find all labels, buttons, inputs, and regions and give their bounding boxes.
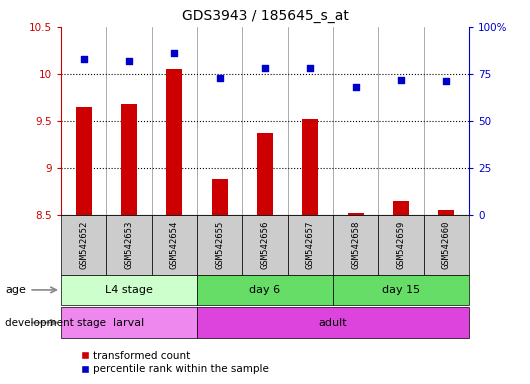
Point	[125, 58, 133, 64]
Point	[215, 74, 224, 81]
Bar	[152, 215, 197, 275]
Point	[306, 65, 315, 71]
Bar	[197, 215, 242, 275]
Bar	[166, 69, 182, 215]
Bar	[211, 179, 227, 215]
Text: larval: larval	[113, 318, 145, 328]
Bar	[76, 107, 92, 215]
Point	[80, 56, 88, 62]
Text: GSM542654: GSM542654	[170, 221, 179, 269]
Text: adult: adult	[319, 318, 347, 328]
Point	[351, 84, 360, 90]
Bar	[378, 215, 423, 275]
Bar	[333, 275, 469, 305]
Text: age: age	[5, 285, 26, 295]
Text: GSM542659: GSM542659	[396, 221, 405, 269]
Bar	[197, 275, 333, 305]
Bar	[107, 215, 152, 275]
Bar	[303, 119, 319, 215]
Bar	[197, 307, 469, 338]
Bar	[61, 215, 107, 275]
Bar	[423, 215, 469, 275]
Point	[170, 50, 179, 56]
Text: GSM542658: GSM542658	[351, 221, 360, 269]
Bar	[121, 104, 137, 215]
Text: GSM542652: GSM542652	[79, 221, 88, 269]
Point	[397, 76, 405, 83]
Bar	[333, 215, 378, 275]
Bar	[288, 215, 333, 275]
Text: GSM542653: GSM542653	[125, 221, 134, 269]
Bar	[393, 201, 409, 215]
Title: GDS3943 / 185645_s_at: GDS3943 / 185645_s_at	[182, 9, 348, 23]
Text: GSM542656: GSM542656	[261, 221, 269, 269]
Bar	[257, 133, 273, 215]
Text: GSM542655: GSM542655	[215, 221, 224, 269]
Legend: transformed count, percentile rank within the sample: transformed count, percentile rank withi…	[77, 347, 273, 378]
Text: day 6: day 6	[250, 285, 280, 295]
Bar	[438, 210, 454, 215]
Point	[261, 65, 269, 71]
Text: L4 stage: L4 stage	[105, 285, 153, 295]
Point	[442, 78, 450, 84]
Bar	[61, 307, 197, 338]
Bar	[348, 213, 364, 215]
Text: development stage: development stage	[5, 318, 107, 328]
Bar	[61, 275, 197, 305]
Bar	[242, 215, 288, 275]
Text: GSM542657: GSM542657	[306, 221, 315, 269]
Text: GSM542660: GSM542660	[442, 221, 451, 269]
Text: day 15: day 15	[382, 285, 420, 295]
